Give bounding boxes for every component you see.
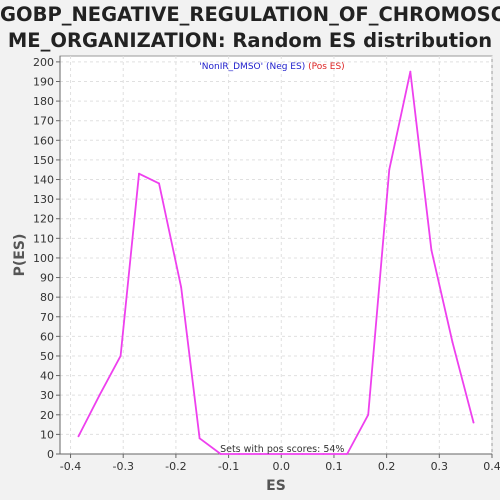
y-tick-label: 90 <box>40 272 54 285</box>
data-point <box>98 394 101 397</box>
y-tick-label: 160 <box>33 134 54 147</box>
data-point <box>301 453 304 455</box>
y-tick-label: 190 <box>33 75 54 88</box>
y-tick-label: 40 <box>40 370 54 383</box>
legend-entry: (Neg ES) <box>263 62 305 72</box>
data-point <box>388 168 391 171</box>
y-tick-label: 0 <box>47 448 54 461</box>
data-point <box>119 355 122 357</box>
es-distribution-line <box>77 70 475 455</box>
x-tick-label: -0.1 <box>218 460 239 473</box>
y-tick-label: 130 <box>33 193 54 206</box>
data-point <box>280 453 283 455</box>
y-axis-label: P(ES) <box>12 234 28 277</box>
data-point <box>367 413 370 416</box>
y-tick-label: 140 <box>33 174 54 187</box>
y-tick-label: 120 <box>33 213 54 226</box>
x-axis-ticks: -0.4 -0.3 -0.2 -0.1 0.0 0.1 0.2 0.3 0.4 <box>60 454 500 473</box>
y-tick-label: 50 <box>40 350 54 363</box>
data-point <box>430 249 433 251</box>
x-tick-label: 0.0 <box>273 460 291 473</box>
chart-title: GOBP_NEGATIVE_REGULATION_OF_CHROMOSO ME_… <box>0 2 500 54</box>
y-tick-label: 200 <box>33 56 54 69</box>
y-tick-label: 150 <box>33 154 54 167</box>
data-point <box>219 453 222 455</box>
legend-entry: 'NonIR_DMSO' <box>199 62 263 72</box>
chart-title-line1: GOBP_NEGATIVE_REGULATION_OF_CHROMOSO <box>0 3 500 26</box>
x-tick-label: 0.1 <box>325 460 343 473</box>
x-tick-label: -0.4 <box>60 460 81 473</box>
data-point <box>322 453 325 455</box>
data-point <box>138 172 140 175</box>
data-point <box>180 286 183 289</box>
y-tick-label: 20 <box>40 409 54 422</box>
pos-scores-annotation: Sets with pos scores: 54% <box>220 444 344 455</box>
plot-area <box>59 55 493 455</box>
x-tick-label: 0.3 <box>431 460 449 473</box>
y-axis-ticks: 0 10 20 30 40 50 60 70 80 90 100 110 120 130 140 150 160… <box>33 56 60 461</box>
data-point <box>77 435 80 438</box>
data-point <box>198 437 201 440</box>
data-point <box>238 453 241 455</box>
y-tick-label: 70 <box>40 311 54 324</box>
y-tick-label: 10 <box>40 428 54 441</box>
y-tick-label: 30 <box>40 389 54 402</box>
data-point <box>158 182 160 185</box>
y-tick-label: 60 <box>40 330 54 343</box>
legend: 'NonIR_DMSO' (Neg ES) (Pos ES) <box>199 62 344 72</box>
data-point <box>346 453 349 455</box>
data-point <box>451 341 454 344</box>
data-point <box>259 453 262 455</box>
y-tick-label: 170 <box>33 115 54 128</box>
grid-lines <box>60 56 493 454</box>
x-axis-label: ES <box>266 478 286 494</box>
y-tick-label: 180 <box>33 95 54 108</box>
y-tick-label: 80 <box>40 291 54 304</box>
legend-entry: (Pos ES) <box>305 62 344 72</box>
x-tick-label: -0.2 <box>165 460 186 473</box>
x-tick-label: -0.3 <box>112 460 133 473</box>
y-tick-label: 100 <box>33 252 54 265</box>
chart-title-line2: ME_ORGANIZATION: Random ES distribution <box>7 29 493 52</box>
x-tick-label: 0.4 <box>483 460 500 473</box>
y-tick-label: 110 <box>33 232 54 245</box>
data-point <box>409 70 412 73</box>
x-tick-label: 0.2 <box>378 460 396 473</box>
series-layer <box>77 70 475 455</box>
data-point <box>472 421 475 424</box>
